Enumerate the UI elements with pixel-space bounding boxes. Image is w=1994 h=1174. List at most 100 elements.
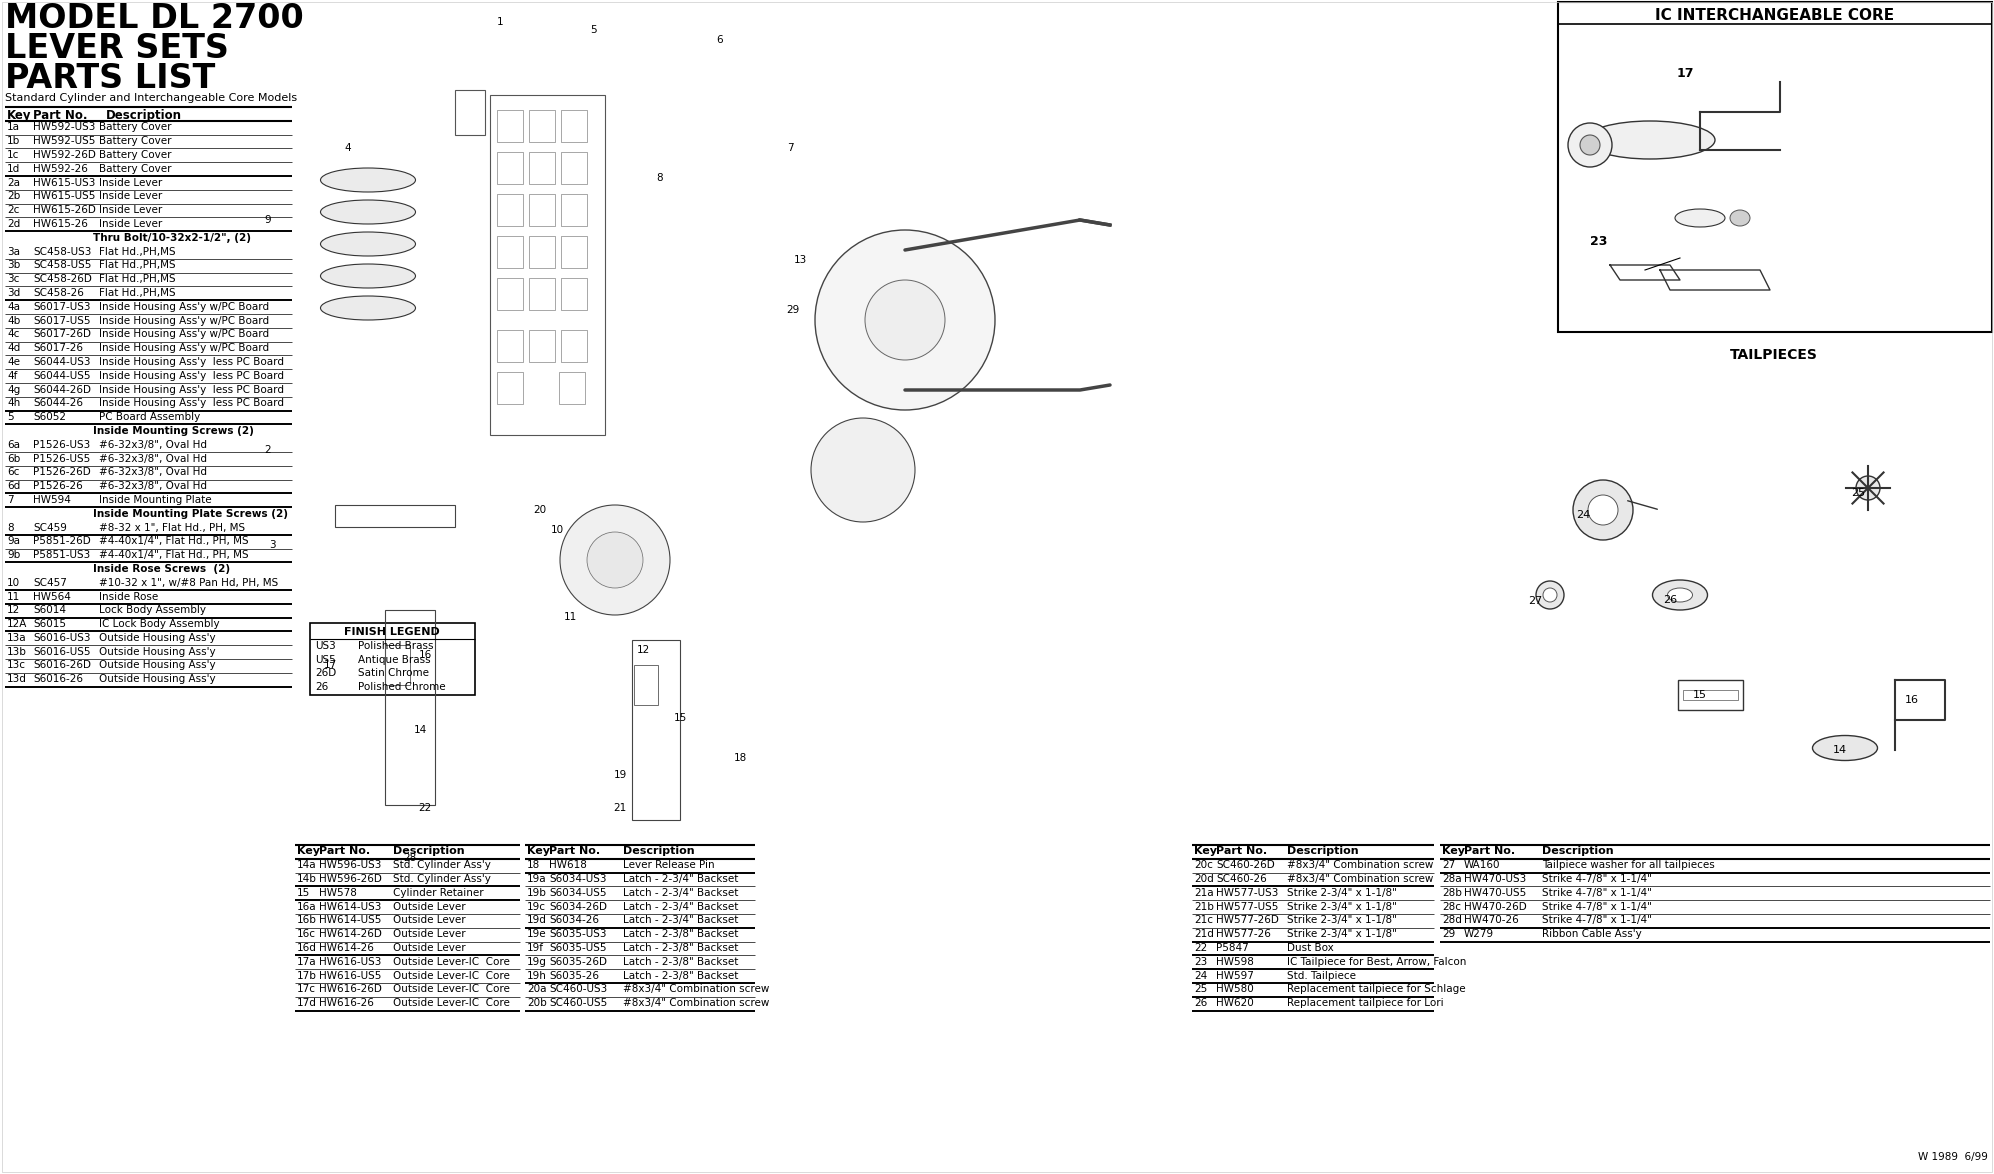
Text: 14b: 14b <box>297 875 317 884</box>
Text: Flat Hd.,PH,MS: Flat Hd.,PH,MS <box>100 274 175 284</box>
Text: #6-32x3/8", Oval Hd: #6-32x3/8", Oval Hd <box>100 467 207 478</box>
Text: 25: 25 <box>1850 488 1864 498</box>
Bar <box>560 236 586 268</box>
Bar <box>528 330 554 362</box>
Text: 21: 21 <box>614 803 626 814</box>
Text: SC460-26D: SC460-26D <box>1216 861 1274 870</box>
Text: 5: 5 <box>8 412 14 423</box>
Bar <box>528 151 554 184</box>
Text: S6035-26: S6035-26 <box>548 971 598 980</box>
Text: 29: 29 <box>786 305 800 315</box>
Text: Outside Lever-IC  Core: Outside Lever-IC Core <box>393 957 510 967</box>
Bar <box>632 640 680 819</box>
Text: 24: 24 <box>1575 510 1589 520</box>
Text: HW620: HW620 <box>1216 998 1254 1008</box>
Text: HW470-26D: HW470-26D <box>1464 902 1527 912</box>
Text: #6-32x3/8", Oval Hd: #6-32x3/8", Oval Hd <box>100 440 207 450</box>
Text: 1a: 1a <box>8 122 20 133</box>
Circle shape <box>1573 480 1633 540</box>
Bar <box>385 610 435 805</box>
Text: HW615-US5: HW615-US5 <box>34 191 96 201</box>
Text: S6016-26: S6016-26 <box>34 674 84 684</box>
Text: S6016-US5: S6016-US5 <box>34 647 90 656</box>
Text: Strike 4-7/8" x 1-1/4": Strike 4-7/8" x 1-1/4" <box>1541 888 1651 898</box>
Text: Description: Description <box>106 108 181 121</box>
Text: HW470-US3: HW470-US3 <box>1464 875 1525 884</box>
Text: Tailpiece washer for all tailpieces: Tailpiece washer for all tailpieces <box>1541 861 1715 870</box>
Text: HW596-US3: HW596-US3 <box>319 861 381 870</box>
Text: SC460-26: SC460-26 <box>1216 875 1266 884</box>
Text: 4d: 4d <box>8 343 20 353</box>
Text: 20a: 20a <box>526 985 546 994</box>
Text: 28: 28 <box>403 853 417 863</box>
Text: HW577-26: HW577-26 <box>1216 930 1270 939</box>
Circle shape <box>1856 475 1880 500</box>
Text: HW616-26: HW616-26 <box>319 998 375 1008</box>
Text: 18: 18 <box>526 861 540 870</box>
Text: S6017-26D: S6017-26D <box>34 329 92 339</box>
Text: 6d: 6d <box>8 481 20 491</box>
Text: #4-40x1/4", Flat Hd., PH, MS: #4-40x1/4", Flat Hd., PH, MS <box>100 537 249 546</box>
Text: HW616-US5: HW616-US5 <box>319 971 381 980</box>
Text: #8x3/4" Combination screw: #8x3/4" Combination screw <box>1286 861 1434 870</box>
Text: 2c: 2c <box>8 205 20 215</box>
Text: HW470-26: HW470-26 <box>1464 916 1519 925</box>
Text: 9a: 9a <box>8 537 20 546</box>
Text: Outside Lever: Outside Lever <box>393 930 467 939</box>
Bar <box>560 330 586 362</box>
Text: Description: Description <box>1286 846 1358 857</box>
Text: 9b: 9b <box>8 551 20 560</box>
Text: Ribbon Cable Ass'y: Ribbon Cable Ass'y <box>1541 930 1641 939</box>
Text: 3b: 3b <box>8 261 20 270</box>
Text: Strike 4-7/8" x 1-1/4": Strike 4-7/8" x 1-1/4" <box>1541 916 1651 925</box>
Text: 10: 10 <box>550 525 564 535</box>
Text: P5851-26D: P5851-26D <box>34 537 92 546</box>
Bar <box>560 151 586 184</box>
Text: #10-32 x 1", w/#8 Pan Hd, PH, MS: #10-32 x 1", w/#8 Pan Hd, PH, MS <box>100 578 279 588</box>
Text: Outside Lever: Outside Lever <box>393 916 467 925</box>
Text: Key: Key <box>1442 846 1466 857</box>
Text: Polished Chrome: Polished Chrome <box>359 681 445 691</box>
Text: SC459: SC459 <box>34 522 68 533</box>
Text: S6044-26: S6044-26 <box>34 398 84 409</box>
Text: SC457: SC457 <box>34 578 68 588</box>
Text: LEVER SETS: LEVER SETS <box>6 32 229 65</box>
Bar <box>634 664 658 706</box>
Text: HW597: HW597 <box>1216 971 1254 980</box>
Text: HW615-US3: HW615-US3 <box>34 177 96 188</box>
Text: HW592-US5: HW592-US5 <box>34 136 96 146</box>
Text: 4: 4 <box>345 143 351 153</box>
Text: 6a: 6a <box>8 440 20 450</box>
Text: Part No.: Part No. <box>548 846 600 857</box>
Text: HW596-26D: HW596-26D <box>319 875 383 884</box>
Text: 10: 10 <box>8 578 20 588</box>
Text: Key: Key <box>526 846 550 857</box>
Text: P1526-26: P1526-26 <box>34 481 82 491</box>
Text: 2a: 2a <box>8 177 20 188</box>
Bar <box>528 278 554 310</box>
Bar <box>560 110 586 142</box>
Text: Dust Box: Dust Box <box>1286 943 1334 953</box>
Text: P5851-US3: P5851-US3 <box>34 551 90 560</box>
Text: US5: US5 <box>315 654 335 664</box>
Text: P1526-26D: P1526-26D <box>34 467 92 478</box>
Text: Description: Description <box>393 846 465 857</box>
Text: 2: 2 <box>265 445 271 456</box>
Text: 4c: 4c <box>8 329 20 339</box>
Text: Standard Cylinder and Interchangeable Core Models: Standard Cylinder and Interchangeable Co… <box>6 93 297 103</box>
Text: 16c: 16c <box>297 930 315 939</box>
Text: Battery Cover: Battery Cover <box>100 122 171 133</box>
Text: S6044-US3: S6044-US3 <box>34 357 90 367</box>
Text: 11: 11 <box>8 592 20 601</box>
Text: Outside Lever: Outside Lever <box>393 943 467 953</box>
Text: Strike 2-3/4" x 1-1/8": Strike 2-3/4" x 1-1/8" <box>1286 888 1398 898</box>
Circle shape <box>1535 581 1563 609</box>
Bar <box>309 623 475 695</box>
Text: 15: 15 <box>297 888 311 898</box>
Text: 29: 29 <box>1442 930 1456 939</box>
Text: Inside Mounting Plate: Inside Mounting Plate <box>100 495 211 505</box>
Text: 4a: 4a <box>8 302 20 312</box>
Text: HW618: HW618 <box>548 861 586 870</box>
Bar <box>497 278 522 310</box>
Text: 28c: 28c <box>1442 902 1462 912</box>
